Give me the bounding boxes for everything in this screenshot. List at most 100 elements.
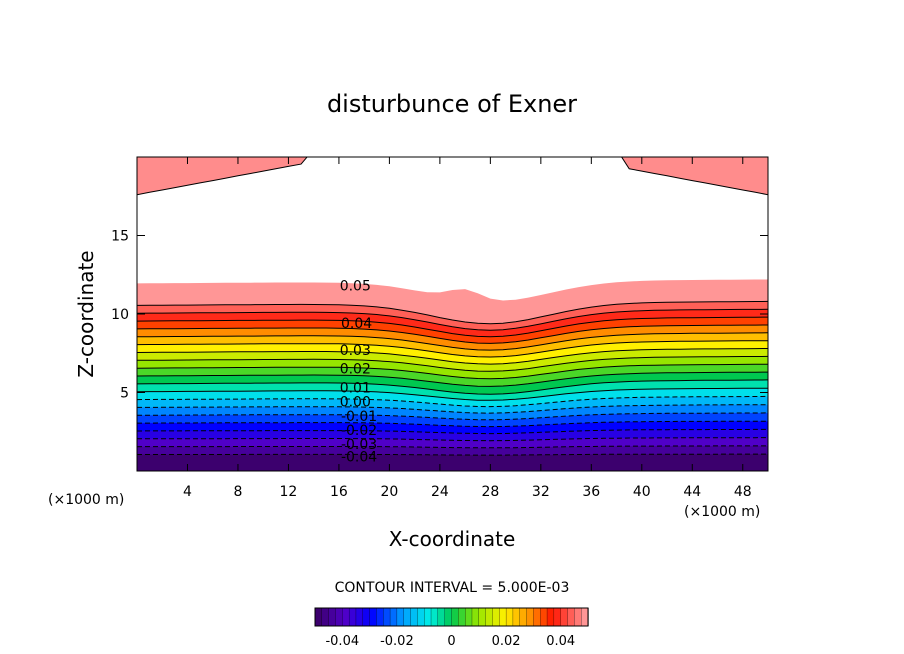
colorbar-segment — [328, 607, 337, 627]
y-ticks: 5 10 15 — [111, 229, 768, 402]
colorbar-segment — [403, 607, 412, 627]
contour-line — [137, 453, 768, 456]
x-tick-label: 4 — [183, 484, 192, 500]
colorbar-segment — [389, 607, 398, 627]
colorbar-segment — [553, 607, 562, 627]
colorbar-tick-label: -0.04 — [325, 634, 359, 649]
colorbar-segment — [321, 607, 330, 627]
contour-bands — [137, 279, 768, 471]
colorbar-ticks: -0.04 -0.02 0 0.02 0.04 — [325, 634, 575, 649]
x-unit-left: (×1000 m) — [48, 492, 124, 508]
colorbar-segment — [540, 607, 548, 627]
contour-line — [137, 404, 768, 414]
contour-line — [137, 371, 768, 387]
x-unit-right: (×1000 m) — [684, 504, 760, 520]
y-axis-label: Z-coordinate — [74, 250, 98, 377]
colorbar-segment — [424, 607, 432, 627]
x-tick-label: 24 — [431, 484, 449, 500]
contour-label: -0.01 — [341, 409, 377, 425]
colorbar-segment — [519, 607, 528, 627]
contour-line — [137, 332, 768, 351]
contour-labels: 0.05 0.04 0.03 0.02 0.010.00-0.01-0.02-0.03-… — [340, 279, 378, 466]
x-tick-label: 16 — [330, 484, 348, 500]
colorbar-segment — [574, 607, 582, 627]
x-tick-label: 36 — [582, 484, 600, 500]
colorbar-segment — [464, 607, 473, 627]
x-tick-label: 20 — [380, 484, 398, 500]
colorbar-segment — [348, 607, 357, 627]
contour-line — [137, 316, 768, 338]
upper-cap — [137, 157, 768, 196]
colorbar-segment — [505, 607, 514, 627]
plot-area: 0.05 0.04 0.03 0.02 0.010.00-0.01-0.02-0.03-… — [137, 157, 768, 471]
colorbar-tick-label: -0.02 — [380, 634, 414, 649]
contour-line — [137, 395, 768, 408]
colorbar-tick-label: 0.02 — [492, 634, 521, 649]
x-tick-label: 28 — [481, 484, 499, 500]
contour-label: -0.02 — [341, 423, 377, 439]
colorbar-segment — [362, 607, 371, 627]
colorbar-segment — [526, 607, 535, 627]
contour-line — [137, 437, 768, 442]
contour-label: 0.01 — [340, 381, 371, 397]
colorbar-segment — [499, 607, 507, 627]
colorbar-tick-label: 0 — [447, 634, 455, 649]
x-tick-label: 32 — [532, 484, 550, 500]
colorbar-segment — [383, 607, 391, 627]
contour-band — [137, 454, 768, 471]
contour-label: 0.04 — [341, 316, 372, 332]
colorbar-segment — [369, 607, 378, 627]
contour-interval-label: CONTOUR INTERVAL = 5.000E-03 — [335, 580, 570, 596]
colorbar-segment — [546, 607, 555, 627]
contour-label: 0.00 — [340, 395, 371, 411]
colorbar-segment — [533, 607, 541, 627]
colorbar-segment — [567, 607, 576, 627]
colorbar-segment — [376, 607, 384, 627]
colorbar-segment — [430, 607, 439, 627]
colorbar-segment — [581, 607, 589, 627]
contour-line — [137, 355, 768, 372]
contour-lines — [137, 300, 768, 456]
x-tick-label: 48 — [734, 484, 752, 500]
colorbar-segment — [335, 607, 343, 627]
colorbar-segment — [437, 607, 446, 627]
y-tick-label: 10 — [111, 307, 129, 323]
colorbar-segment — [417, 607, 425, 627]
contour-line — [137, 412, 768, 421]
y-tick-label: 5 — [120, 386, 129, 402]
contour-line — [137, 387, 768, 401]
colorbar-segment — [451, 607, 459, 627]
x-tick-label: 12 — [280, 484, 298, 500]
contour-label: 0.03 — [340, 343, 371, 359]
upper-contour-line — [137, 157, 768, 196]
contour-line — [137, 363, 768, 380]
x-tick-label: 40 — [633, 484, 651, 500]
x-tick-label: 8 — [233, 484, 242, 500]
colorbar-segment — [471, 607, 480, 627]
contour-line — [137, 340, 768, 358]
upper-band — [137, 157, 768, 195]
contour-line — [137, 348, 768, 365]
colorbar-segment — [458, 607, 466, 627]
colorbar-segment — [314, 607, 323, 627]
colorbar-segment — [342, 607, 350, 627]
colorbar-frame — [314, 607, 589, 627]
colorbar — [314, 607, 589, 627]
colorbar-segment — [410, 607, 419, 627]
colorbar-segment — [396, 607, 405, 627]
x-tick-label: 44 — [683, 484, 701, 500]
x-axis-label: X-coordinate — [389, 527, 516, 551]
colorbar-segment — [492, 607, 500, 627]
colorbar-segment — [444, 607, 453, 627]
colorbar-segment — [512, 607, 521, 627]
contour-line — [137, 300, 768, 325]
colorbar-segment — [485, 607, 494, 627]
contour-line — [137, 379, 768, 395]
contour-label: -0.04 — [341, 450, 377, 466]
contour-label: 0.05 — [340, 279, 371, 295]
colorbar-segment — [478, 607, 487, 627]
contour-line — [137, 420, 768, 428]
colorbar-segment — [560, 607, 569, 627]
colorbar-tick-label: 0.04 — [546, 634, 575, 649]
